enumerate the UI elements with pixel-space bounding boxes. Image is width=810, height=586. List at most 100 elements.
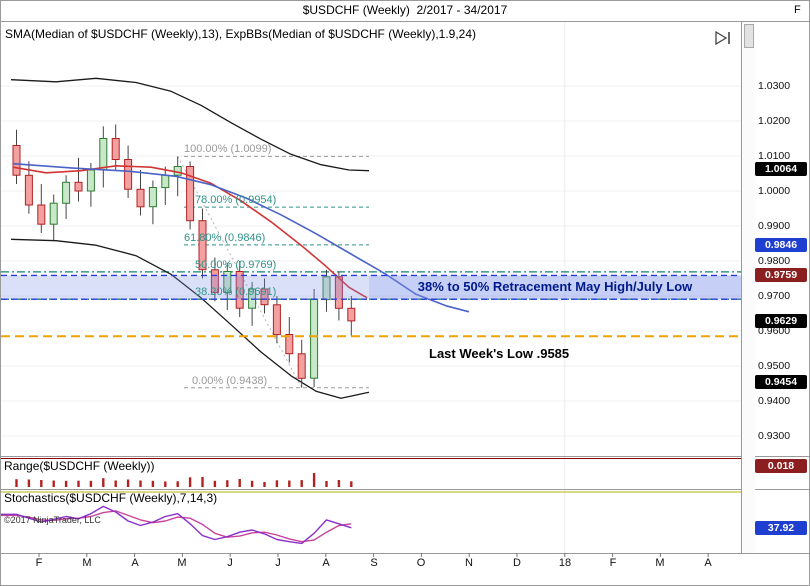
candle-body — [198, 220, 207, 271]
candle-body — [186, 166, 195, 222]
fib-level-label: 0.00% (0.9438) — [192, 375, 268, 387]
range-bar — [151, 480, 155, 487]
x-axis-label: M — [655, 557, 665, 569]
range-bar — [40, 480, 43, 487]
y-axis-label: 1.0100 — [758, 150, 791, 162]
price-badge: 0.9454 — [755, 375, 807, 389]
price-badge: 0.9629 — [755, 314, 807, 328]
retracement-zone-fill — [1, 275, 741, 300]
sma-line — [12, 165, 368, 299]
x-axis-label: M — [82, 557, 92, 569]
y-axis-label: 0.9500 — [758, 360, 791, 372]
x-axis-label: 18 — [558, 557, 572, 569]
candle-body — [161, 174, 170, 189]
y-axis-label: 1.0200 — [758, 115, 791, 127]
y-axis-label: 1.0300 — [758, 80, 791, 92]
candle-body — [99, 138, 108, 171]
fib-level-label: 61.80% (0.9846) — [184, 232, 266, 244]
range-bar — [213, 480, 217, 487]
candle-body — [310, 299, 319, 379]
price-badge: 1.0064 — [755, 162, 807, 176]
last-week-low-annotation[interactable]: Last Week's Low .9585 — [429, 346, 570, 361]
range-bar — [288, 480, 291, 487]
x-axis-label: S — [370, 557, 378, 569]
candle-body — [24, 174, 33, 206]
range-bar — [27, 479, 31, 487]
candle-body — [272, 304, 281, 336]
candle-body — [12, 145, 21, 176]
range-bar — [337, 480, 341, 487]
stochastics-panel-label[interactable]: Stochastics($USDCHF (Weekly),7,14,3) — [4, 491, 218, 505]
y-axis-label: 0.9300 — [758, 430, 791, 442]
candle-body — [173, 166, 182, 176]
y-axis-label: 0.9800 — [758, 255, 791, 267]
y-axis-label: 1.0000 — [758, 185, 791, 197]
range-bar — [89, 480, 93, 487]
range-bar — [77, 480, 80, 487]
x-axis-label: D — [513, 557, 521, 569]
chart-title: $USDCHF (Weekly) 2/2017 - 34/2017 — [302, 3, 508, 17]
range-bar — [201, 477, 204, 487]
candle-body — [210, 269, 219, 294]
range-bar — [226, 480, 229, 487]
candle-body — [49, 202, 58, 225]
range-bar — [250, 480, 254, 487]
range-bar — [64, 480, 68, 487]
candle-body — [347, 307, 356, 322]
candle-body — [62, 181, 71, 204]
indicator-label[interactable]: SMA(Median of $USDCHF (Weekly),13), ExpB… — [5, 27, 477, 41]
candle-body — [136, 188, 145, 208]
copyright: ©2017 NinjaTrader, LLC — [4, 515, 101, 525]
y-axis-label: 0.9600 — [758, 325, 791, 337]
price-badge: 0.9759 — [755, 268, 807, 282]
range-bar — [312, 473, 316, 487]
stoch-k-line — [1, 505, 352, 545]
x-axis-label: A — [322, 557, 330, 569]
range-bar — [238, 479, 241, 487]
upper-band-line — [10, 77, 370, 172]
go-to-end-icon[interactable] — [713, 30, 733, 46]
range-bar — [263, 482, 266, 487]
x-axis-label: F — [609, 557, 617, 569]
vertical-scrollbar[interactable] — [741, 22, 755, 553]
candle-body — [334, 276, 343, 309]
candle-body — [86, 169, 95, 192]
candle-body — [148, 187, 157, 208]
y-axis-label: 0.9400 — [758, 395, 791, 407]
range-bar — [300, 480, 303, 487]
range-bar — [114, 480, 117, 487]
fib-level-label: 100.00% (1.0099) — [184, 143, 272, 155]
candle-body — [297, 353, 306, 379]
range-bar — [102, 478, 105, 487]
candle-body — [37, 204, 46, 225]
scrollbar-thumb[interactable] — [744, 24, 754, 48]
y-axis-label: 0.9700 — [758, 290, 791, 302]
fib-level-label: 50.00% (0.9769) — [195, 259, 277, 271]
ebb-median-line — [12, 162, 470, 313]
candle-body — [111, 138, 120, 160]
range-bar — [275, 480, 279, 487]
play-triangle-icon — [715, 30, 728, 46]
range-panel-label[interactable]: Range($USDCHF (Weekly)) — [4, 459, 155, 473]
stoch-value-badge: 37.92 — [755, 521, 807, 535]
x-axis-label: F — [35, 557, 43, 569]
range-bar — [52, 480, 55, 487]
candle-body — [285, 334, 294, 355]
range-bar — [350, 481, 353, 487]
x-axis-label: J — [227, 557, 233, 569]
x-axis-label: A — [704, 557, 712, 569]
range-bar — [164, 481, 167, 487]
range-bar — [126, 479, 130, 487]
retracement-textbox-fill — [369, 275, 741, 300]
retracement-annotation[interactable]: 38% to 50% Retracement May High/July Low — [417, 279, 693, 294]
top-right-tab[interactable]: F — [794, 4, 801, 16]
stoch-d-line — [1, 510, 352, 543]
x-axis-label: O — [416, 557, 426, 569]
fib-level-label: 38.20% (0.9691) — [195, 286, 277, 298]
range-bar — [325, 481, 328, 487]
x-axis-label: J — [275, 557, 281, 569]
candle-body — [74, 181, 83, 192]
x-axis-label: N — [465, 557, 473, 569]
